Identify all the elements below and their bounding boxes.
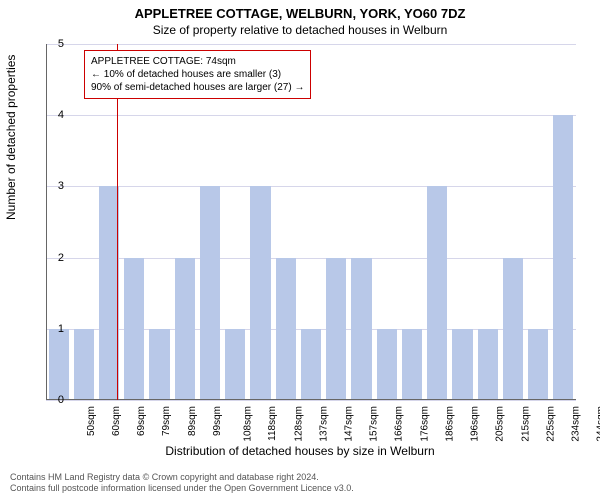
annotation-line: APPLETREE COTTAGE: 74sqm (91, 55, 304, 68)
x-tick-label: 157sqm (369, 406, 380, 442)
gridline (46, 400, 576, 401)
bar (149, 329, 169, 400)
bar (225, 329, 245, 400)
x-tick-label: 176sqm (419, 406, 430, 442)
x-tick-label: 50sqm (86, 406, 97, 436)
bar (74, 329, 94, 400)
bar (377, 329, 397, 400)
bar (351, 258, 371, 400)
titles: APPLETREE COTTAGE, WELBURN, YORK, YO60 7… (0, 0, 600, 37)
bar (49, 329, 69, 400)
x-tick-label: 118sqm (267, 406, 278, 441)
bar (503, 258, 523, 400)
footer-line-2: Contains full postcode information licen… (10, 483, 354, 494)
bar (478, 329, 498, 400)
x-tick-label: 186sqm (445, 406, 456, 442)
x-tick-label: 234sqm (571, 406, 582, 442)
footer: Contains HM Land Registry data © Crown c… (10, 472, 354, 495)
plot-area: APPLETREE COTTAGE: 74sqm← 10% of detache… (46, 44, 576, 400)
y-axis-line (46, 44, 47, 400)
x-tick-label: 99sqm (212, 406, 223, 436)
bar (99, 186, 119, 400)
y-tick-label: 4 (34, 109, 64, 121)
y-tick-label: 5 (34, 38, 64, 50)
y-tick-label: 1 (34, 323, 64, 335)
sub-title: Size of property relative to detached ho… (0, 23, 600, 37)
bar (200, 186, 220, 400)
x-tick-label: 205sqm (495, 406, 506, 442)
annotation-line: 90% of semi-detached houses are larger (… (91, 81, 304, 94)
x-tick-label: 215sqm (520, 406, 531, 442)
y-tick-label: 3 (34, 180, 64, 192)
bar (553, 115, 573, 400)
x-tick-label: 244sqm (596, 406, 600, 442)
x-tick-label: 128sqm (293, 406, 304, 442)
x-tick-label: 225sqm (545, 406, 556, 442)
chart-container: APPLETREE COTTAGE, WELBURN, YORK, YO60 7… (0, 0, 600, 500)
x-tick-label: 147sqm (344, 406, 355, 442)
bar (427, 186, 447, 400)
x-tick-label: 108sqm (243, 406, 254, 442)
x-tick-label: 166sqm (394, 406, 405, 442)
x-tick-label: 69sqm (136, 406, 147, 436)
annotation-box: APPLETREE COTTAGE: 74sqm← 10% of detache… (84, 50, 311, 99)
bar (452, 329, 472, 400)
x-tick-label: 137sqm (318, 406, 329, 442)
main-title: APPLETREE COTTAGE, WELBURN, YORK, YO60 7… (0, 6, 600, 21)
x-axis-label: Distribution of detached houses by size … (0, 444, 600, 458)
x-tick-label: 89sqm (187, 406, 198, 436)
y-tick-label: 0 (34, 394, 64, 406)
bar (250, 186, 270, 400)
gridline (46, 44, 576, 45)
x-tick-label: 196sqm (470, 406, 481, 442)
x-tick-label: 60sqm (111, 406, 122, 436)
footer-line-1: Contains HM Land Registry data © Crown c… (10, 472, 354, 483)
bar (276, 258, 296, 400)
bar (175, 258, 195, 400)
bar (301, 329, 321, 400)
y-axis-label: Number of detached properties (4, 55, 18, 220)
gridline (46, 115, 576, 116)
bar (402, 329, 422, 400)
annotation-line: ← 10% of detached houses are smaller (3) (91, 68, 304, 81)
x-tick-label: 79sqm (161, 406, 172, 436)
bar (124, 258, 144, 400)
gridline (46, 186, 576, 187)
x-axis-line (46, 399, 576, 400)
chart-plot: APPLETREE COTTAGE: 74sqm← 10% of detache… (46, 44, 576, 400)
bar (326, 258, 346, 400)
bar (528, 329, 548, 400)
y-tick-label: 2 (34, 252, 64, 264)
